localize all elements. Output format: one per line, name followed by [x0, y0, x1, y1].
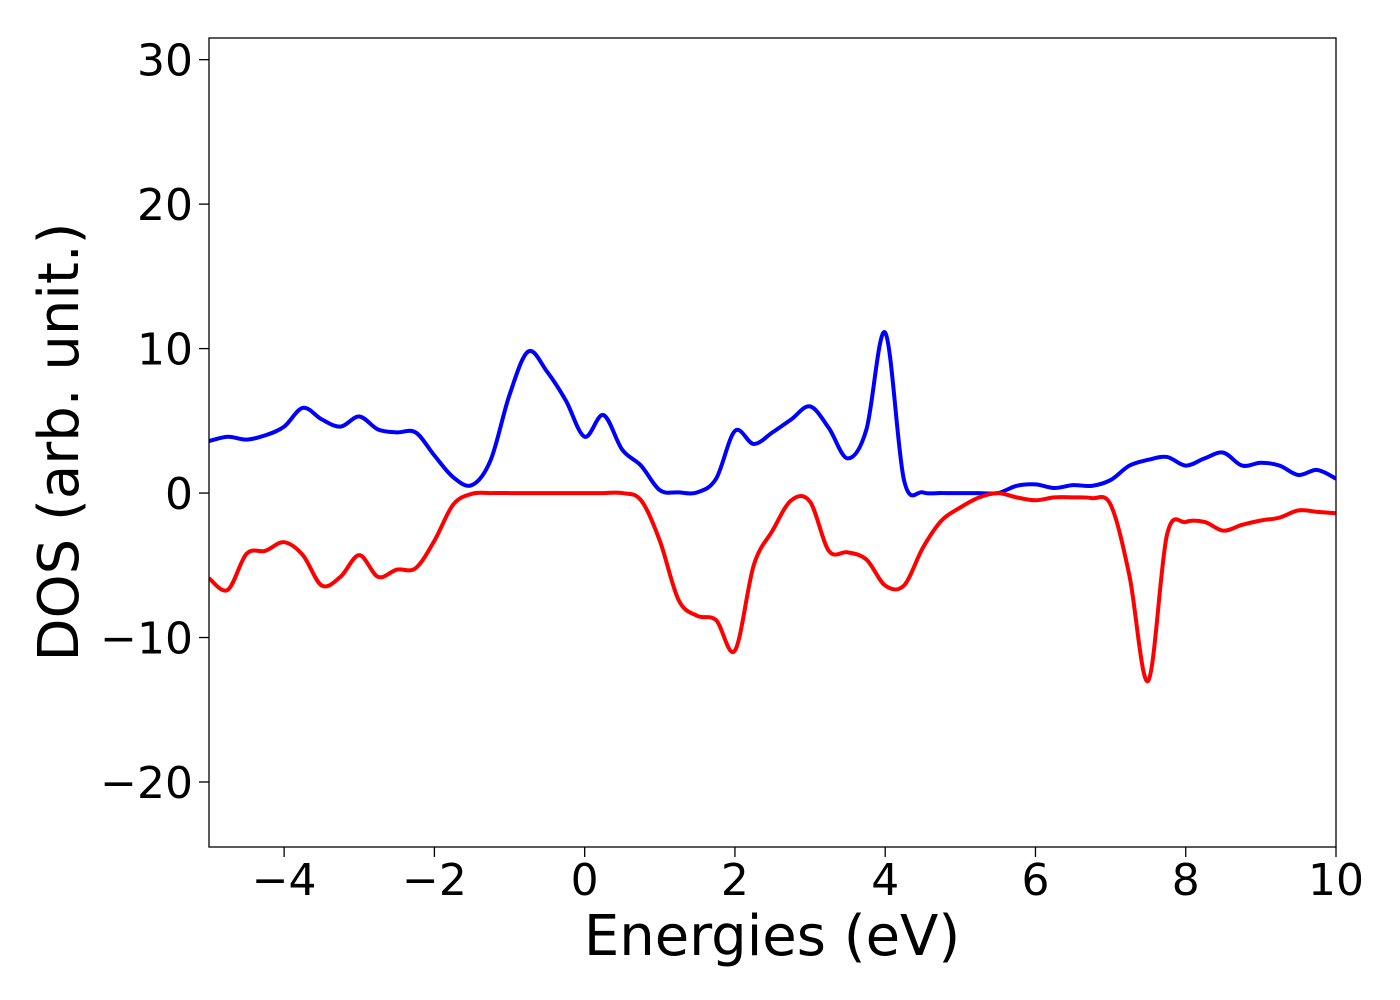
- y-tick-label: 30: [137, 36, 193, 87]
- dos-line: [209, 490, 1336, 683]
- plot-lines: [209, 330, 1336, 683]
- y-tick-label: 20: [137, 180, 193, 231]
- x-axis-label: Energies (eV): [584, 904, 960, 969]
- x-tick-label: 0: [571, 855, 599, 906]
- x-tick-label: 4: [871, 855, 899, 906]
- y-axis-label: DOS (arb. unit.): [27, 222, 92, 661]
- y-tick-label: 10: [137, 325, 193, 376]
- x-tick-label: 2: [721, 855, 749, 906]
- plot-frame: [208, 37, 1337, 848]
- y-tick-label: −20: [100, 758, 193, 809]
- x-tick-label: 10: [1308, 855, 1364, 906]
- x-tick-label: −4: [252, 855, 317, 906]
- x-tick-label: 8: [1172, 855, 1200, 906]
- x-tick-label: 6: [1021, 855, 1049, 906]
- x-tick-label: −2: [402, 855, 467, 906]
- dos-line: [209, 330, 1336, 498]
- y-tick-label: 0: [165, 469, 193, 520]
- y-tick-label: −10: [100, 614, 193, 665]
